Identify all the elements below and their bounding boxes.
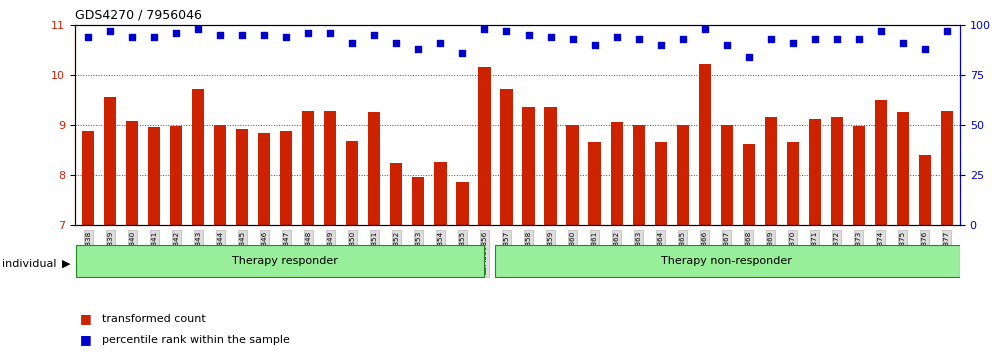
Point	[631, 36, 647, 42]
Text: Therapy responder: Therapy responder	[232, 256, 338, 266]
Point	[829, 36, 845, 42]
Bar	[478, 67, 491, 225]
Text: GDS4270 / 7956046: GDS4270 / 7956046	[75, 9, 202, 22]
Bar	[192, 89, 204, 225]
Text: ▶: ▶	[62, 259, 70, 269]
Point	[543, 34, 559, 40]
Point	[454, 50, 470, 56]
Point	[344, 40, 360, 46]
Bar	[941, 111, 953, 225]
Point	[234, 32, 250, 38]
Bar	[655, 142, 667, 225]
Bar	[677, 125, 689, 225]
Bar	[82, 131, 94, 225]
Bar	[280, 131, 292, 225]
Bar	[236, 129, 248, 225]
Text: ■: ■	[80, 333, 92, 346]
Bar	[853, 126, 865, 225]
Point	[697, 26, 713, 32]
Point	[719, 42, 735, 48]
Text: percentile rank within the sample: percentile rank within the sample	[102, 335, 290, 345]
Point	[432, 40, 448, 46]
Point	[609, 34, 625, 40]
Point	[587, 42, 603, 48]
Bar	[831, 117, 843, 225]
Point	[146, 34, 162, 40]
Bar	[390, 163, 402, 225]
Bar	[495, 245, 960, 277]
Point	[366, 32, 382, 38]
Text: individual: individual	[2, 259, 56, 269]
Bar	[787, 142, 799, 225]
Bar	[412, 177, 424, 225]
Point	[675, 36, 691, 42]
Point	[741, 54, 757, 59]
Bar	[566, 125, 579, 225]
Bar	[126, 121, 138, 225]
Bar	[611, 122, 623, 225]
Point	[102, 28, 118, 34]
Point	[278, 34, 294, 40]
Point	[168, 30, 184, 36]
Bar	[346, 141, 358, 225]
Bar	[919, 155, 931, 225]
Point	[80, 34, 96, 40]
Bar	[214, 125, 226, 225]
Point	[476, 26, 492, 32]
Point	[410, 46, 426, 52]
Point	[388, 40, 404, 46]
Point	[785, 40, 801, 46]
Bar	[544, 107, 557, 225]
Bar	[765, 117, 777, 225]
Point	[498, 28, 514, 34]
Text: transformed count: transformed count	[102, 314, 206, 324]
Bar	[633, 125, 645, 225]
Point	[521, 32, 537, 38]
Point	[124, 34, 140, 40]
Text: Therapy non-responder: Therapy non-responder	[661, 256, 792, 266]
Text: ■: ■	[80, 312, 92, 325]
Bar	[743, 144, 755, 225]
Bar	[699, 64, 711, 225]
Point	[212, 32, 228, 38]
Bar	[721, 125, 733, 225]
Bar	[500, 89, 513, 225]
Bar	[258, 133, 270, 225]
Bar	[76, 245, 484, 277]
Bar	[170, 126, 182, 225]
Point	[917, 46, 933, 52]
Bar	[522, 107, 535, 225]
Point	[763, 36, 779, 42]
Point	[895, 40, 911, 46]
Point	[873, 28, 889, 34]
Bar	[897, 112, 909, 225]
Point	[256, 32, 272, 38]
Bar	[875, 100, 887, 225]
Bar	[809, 119, 821, 225]
Point	[565, 36, 581, 42]
Bar	[434, 162, 447, 225]
Bar	[104, 97, 116, 225]
Point	[300, 30, 316, 36]
Bar	[302, 111, 314, 225]
Point	[851, 36, 867, 42]
Bar	[456, 182, 469, 225]
Bar	[368, 112, 380, 225]
Point	[939, 28, 955, 34]
Bar	[324, 111, 336, 225]
Point	[322, 30, 338, 36]
Bar	[588, 142, 601, 225]
Bar	[148, 127, 160, 225]
Point	[190, 26, 206, 32]
Point	[653, 42, 669, 48]
Point	[807, 36, 823, 42]
